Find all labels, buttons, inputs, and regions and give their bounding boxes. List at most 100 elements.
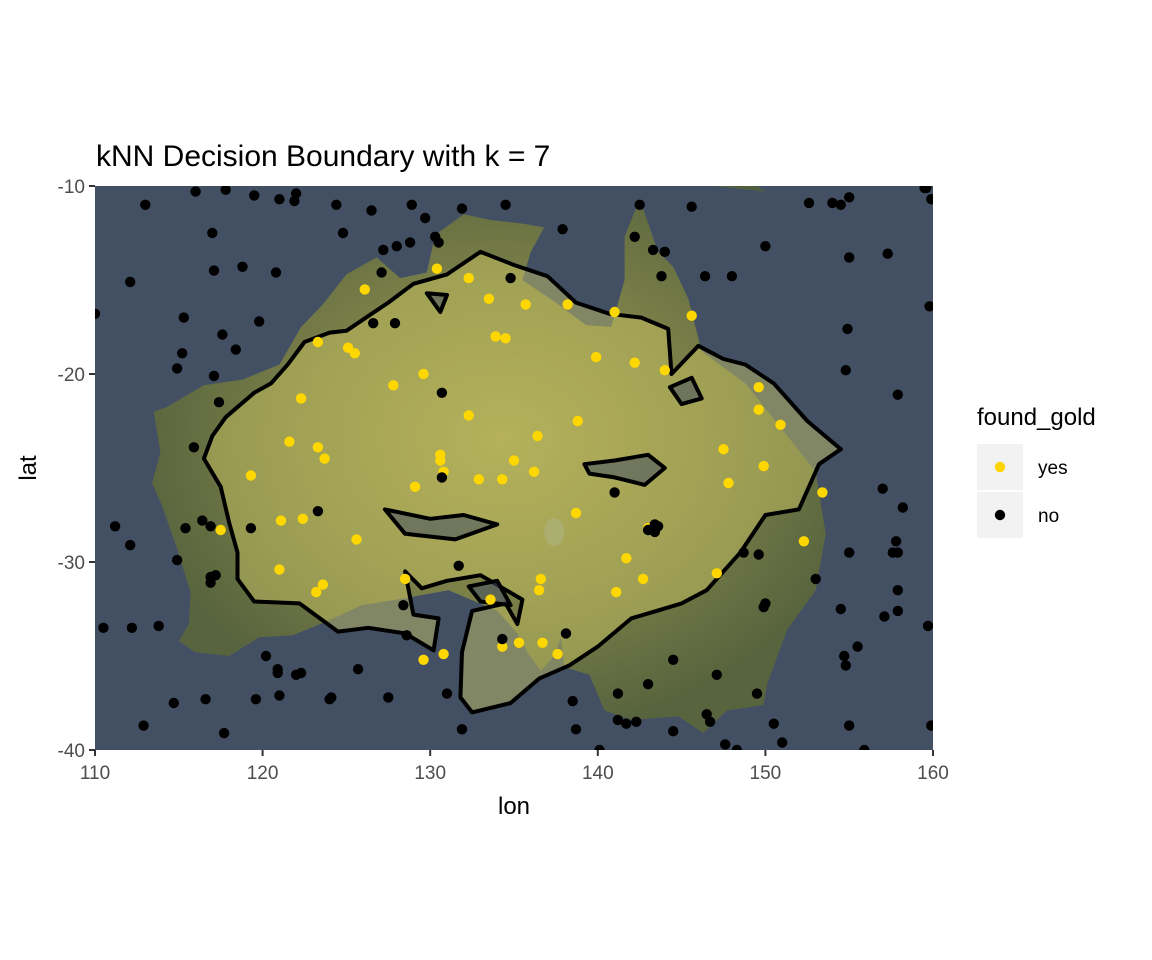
point-no-94 xyxy=(758,601,769,613)
point-no-137 xyxy=(777,737,788,748)
decision-boundary xyxy=(201,249,843,715)
point-no-102 xyxy=(560,628,572,639)
point-yes-65 xyxy=(438,648,449,660)
point-no-65 xyxy=(245,523,257,534)
point-yes-61 xyxy=(513,637,525,648)
point-yes-4 xyxy=(520,299,531,310)
point-no-43 xyxy=(726,271,738,282)
x-tick-label-2: 130 xyxy=(414,763,446,784)
point-no-142 xyxy=(844,720,855,731)
point-no-112 xyxy=(295,667,307,679)
point-no-69 xyxy=(109,521,121,532)
point-yes-53 xyxy=(637,573,649,585)
point-no-133 xyxy=(138,720,149,731)
point-yes-38 xyxy=(723,477,734,489)
decision-boundary-island-4 xyxy=(466,578,513,608)
point-no-139 xyxy=(731,744,743,750)
point-no-34 xyxy=(844,252,855,263)
point-no-63 xyxy=(197,515,208,526)
point-yes-59 xyxy=(485,594,496,605)
point-no-82 xyxy=(890,536,902,547)
point-yes-25 xyxy=(284,436,295,447)
point-no-77 xyxy=(810,573,821,585)
continent-shape xyxy=(152,199,826,734)
point-no-41 xyxy=(656,271,667,282)
point-yes-50 xyxy=(274,564,285,575)
point-no-52 xyxy=(177,348,188,359)
point-no-55 xyxy=(436,387,448,398)
point-yes-41 xyxy=(570,507,582,519)
decision-boundary-main xyxy=(201,249,843,715)
y-tick-label-1: -20 xyxy=(58,365,85,386)
point-no-53 xyxy=(171,363,183,374)
point-no-33 xyxy=(760,241,771,252)
point-no-130 xyxy=(701,709,712,720)
point-yes-24 xyxy=(572,415,583,427)
point-no-90 xyxy=(153,620,164,632)
point-no-12 xyxy=(557,224,568,235)
point-no-84 xyxy=(753,549,764,560)
point-no-24 xyxy=(337,227,349,239)
lake-eyre-patch xyxy=(544,517,565,546)
point-no-115 xyxy=(250,694,262,705)
point-yes-19 xyxy=(753,382,764,393)
point-no-37 xyxy=(237,261,248,272)
point-no-3 xyxy=(274,194,285,205)
point-no-11 xyxy=(500,199,511,210)
point-yes-1 xyxy=(431,263,443,274)
point-yes-3 xyxy=(483,293,495,304)
point-no-113 xyxy=(352,664,364,675)
point-no-76 xyxy=(642,524,654,536)
point-no-22 xyxy=(140,199,151,210)
decision-boundary-island-3 xyxy=(424,291,449,314)
point-no-107 xyxy=(839,650,850,662)
point-no-54 xyxy=(208,370,220,382)
point-yes-64 xyxy=(418,654,429,665)
point-no-119 xyxy=(567,695,578,707)
point-yes-44 xyxy=(215,524,226,536)
point-no-39 xyxy=(376,267,387,278)
point-no-14 xyxy=(686,201,697,212)
chart-title: kNN Decision Boundary with k = 7 xyxy=(96,140,550,173)
point-no-126 xyxy=(612,714,624,726)
point-no-18 xyxy=(844,192,855,203)
point-no-60 xyxy=(188,442,200,453)
point-no-124 xyxy=(200,694,211,705)
point-no-100 xyxy=(401,630,412,641)
x-tick-label-3: 140 xyxy=(582,763,614,784)
point-no-57 xyxy=(840,365,851,376)
legend-title: found_gold xyxy=(977,404,1096,431)
point-yes-55 xyxy=(317,579,329,590)
point-no-92 xyxy=(453,560,464,571)
point-no-131 xyxy=(768,718,779,729)
point-no-141 xyxy=(859,744,870,750)
legend-label-yes: yes xyxy=(1038,458,1068,479)
point-yes-36 xyxy=(497,474,508,485)
point-no-61 xyxy=(213,397,225,408)
point-no-89 xyxy=(126,622,138,633)
point-yes-37 xyxy=(528,466,540,477)
x-axis-title: lon xyxy=(498,793,530,820)
y-axis-title: lat xyxy=(15,455,42,481)
point-no-80 xyxy=(877,483,888,494)
point-no-110 xyxy=(272,667,283,679)
point-yes-42 xyxy=(275,515,287,526)
tasmania-shape xyxy=(675,763,737,818)
point-no-78 xyxy=(844,547,855,558)
point-no-6 xyxy=(331,199,342,210)
point-yes-40 xyxy=(817,487,828,498)
point-no-45 xyxy=(95,308,101,319)
point-no-101 xyxy=(497,633,508,645)
point-yes-18 xyxy=(295,393,307,404)
point-yes-35 xyxy=(473,474,484,485)
point-yes-7 xyxy=(686,310,697,321)
decision-boundary-island-2 xyxy=(667,375,704,407)
point-no-0 xyxy=(190,186,201,197)
point-no-38 xyxy=(270,267,282,278)
point-no-85 xyxy=(738,547,749,558)
point-no-48 xyxy=(254,316,265,327)
point-no-31 xyxy=(647,244,659,256)
point-no-1 xyxy=(220,186,231,195)
point-yes-14 xyxy=(629,357,640,368)
point-no-5 xyxy=(290,188,302,199)
